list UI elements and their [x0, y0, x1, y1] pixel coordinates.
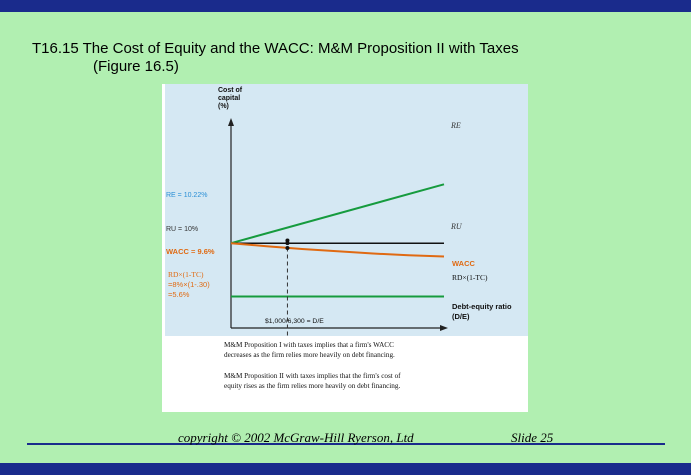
cost-of-capital-chart: Cost of capital (%) RE = 10.22% RU = 10%…: [165, 84, 528, 390]
slide-title-line2: (Figure 16.5): [93, 58, 179, 75]
y-axis-title-2: capital: [218, 95, 240, 102]
wacc-end-label: WACC: [452, 259, 475, 268]
plot-area: [165, 84, 528, 336]
note-1-line1: M&M Proposition I with taxes implies tha…: [224, 341, 394, 349]
copyright-text: copyright © 2002 McGraw-Hill Ryerson, Lt…: [178, 430, 414, 445]
ru-end-label: RU: [450, 222, 463, 231]
rd-formula-line1: RD×(1-TC): [168, 270, 204, 279]
x-axis-arrow: [440, 325, 448, 331]
slide-number: Slide 25: [511, 430, 554, 445]
footer-divider: [27, 443, 665, 445]
rd-end-label: RD×(1-TC): [452, 273, 488, 282]
top-frame-bar: [0, 0, 691, 12]
slide-title-line1: T16.15 The Cost of Equity and the WACC: …: [32, 40, 519, 57]
re-end-label: RE: [450, 121, 461, 130]
x-axis-title-1: Debt-equity ratio: [452, 302, 512, 311]
rd-formula-line3: =5.6%: [168, 290, 190, 299]
ru-value-label: RU = 10%: [166, 226, 198, 233]
re-value-label: RE = 10.22%: [166, 192, 207, 199]
x-axis-title-2: (D/E): [452, 312, 470, 321]
y-axis-title-1: Cost of: [218, 87, 243, 94]
rd-formula-line2: =8%×(1-.30): [168, 280, 210, 289]
slide-title: T16.15 The Cost of Equity and the WACC: …: [32, 40, 519, 76]
y-axis-title-3: (%): [218, 103, 229, 110]
y-axis-arrow: [228, 118, 234, 126]
x-marker-label: $1,000/6,300 = D/E: [265, 318, 324, 325]
figure-panel: Cost of capital (%) RE = 10.22% RU = 10%…: [162, 84, 528, 412]
series-line-wacc: [230, 242, 445, 258]
note-1-line2: decreases as the firm relies more heavil…: [224, 351, 395, 359]
note-2-line1: M&M Proposition II with taxes implies th…: [224, 372, 401, 380]
ru-point: [285, 241, 290, 246]
series-line-re: [230, 183, 445, 245]
wacc-value-label: WACC = 9.6%: [166, 247, 215, 256]
wacc-point: [285, 246, 290, 251]
note-2-line2: equity rises as the firm relies more hea…: [224, 382, 400, 390]
bottom-frame-bar: [0, 463, 691, 475]
